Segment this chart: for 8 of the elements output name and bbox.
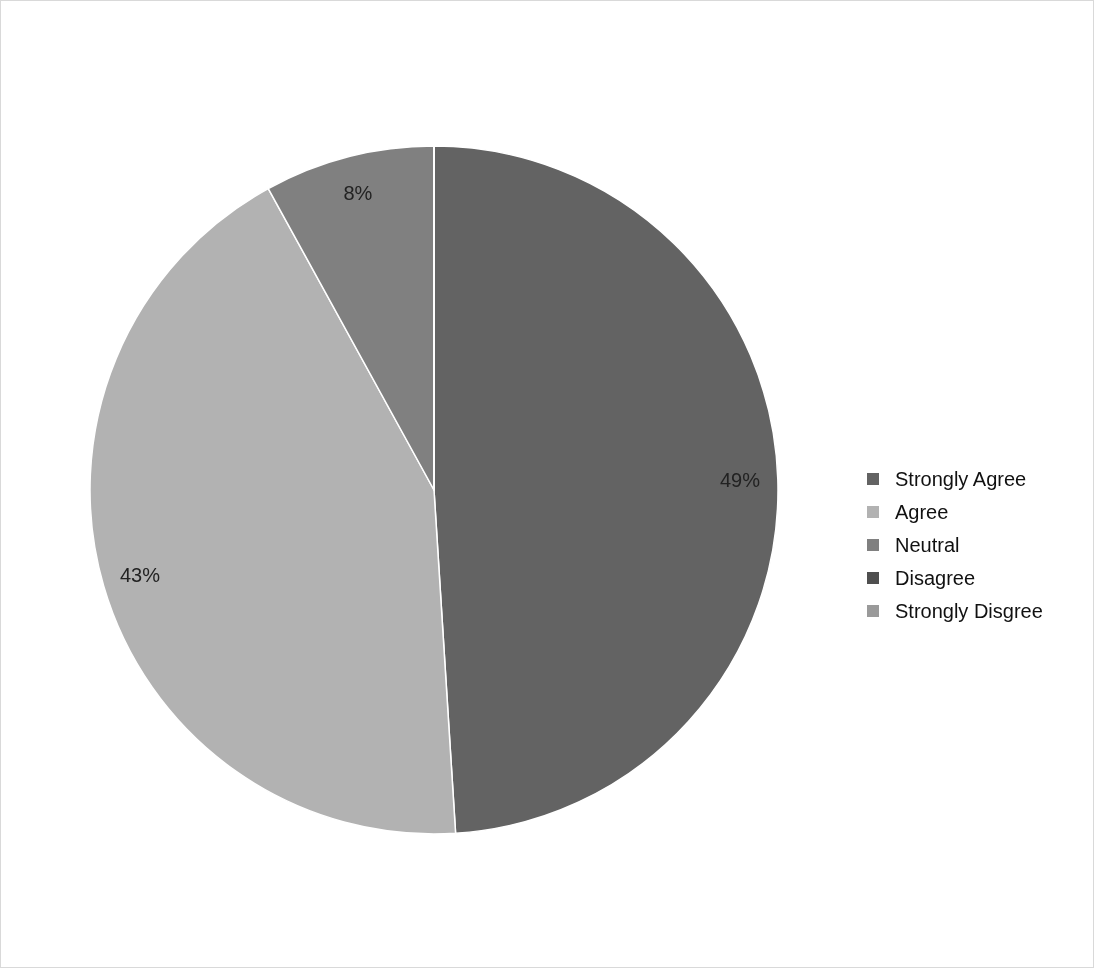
legend-label: Strongly Agree: [895, 468, 1027, 490]
data-label: 43%: [119, 564, 161, 587]
legend-label: Disagree: [895, 567, 976, 589]
legend-label: Neutral: [895, 534, 960, 556]
data-label: 8%: [343, 182, 373, 205]
data-label: 49%: [719, 469, 761, 492]
legend-label: Agree: [895, 501, 949, 523]
legend-label: Strongly Disgree: [895, 600, 1043, 622]
